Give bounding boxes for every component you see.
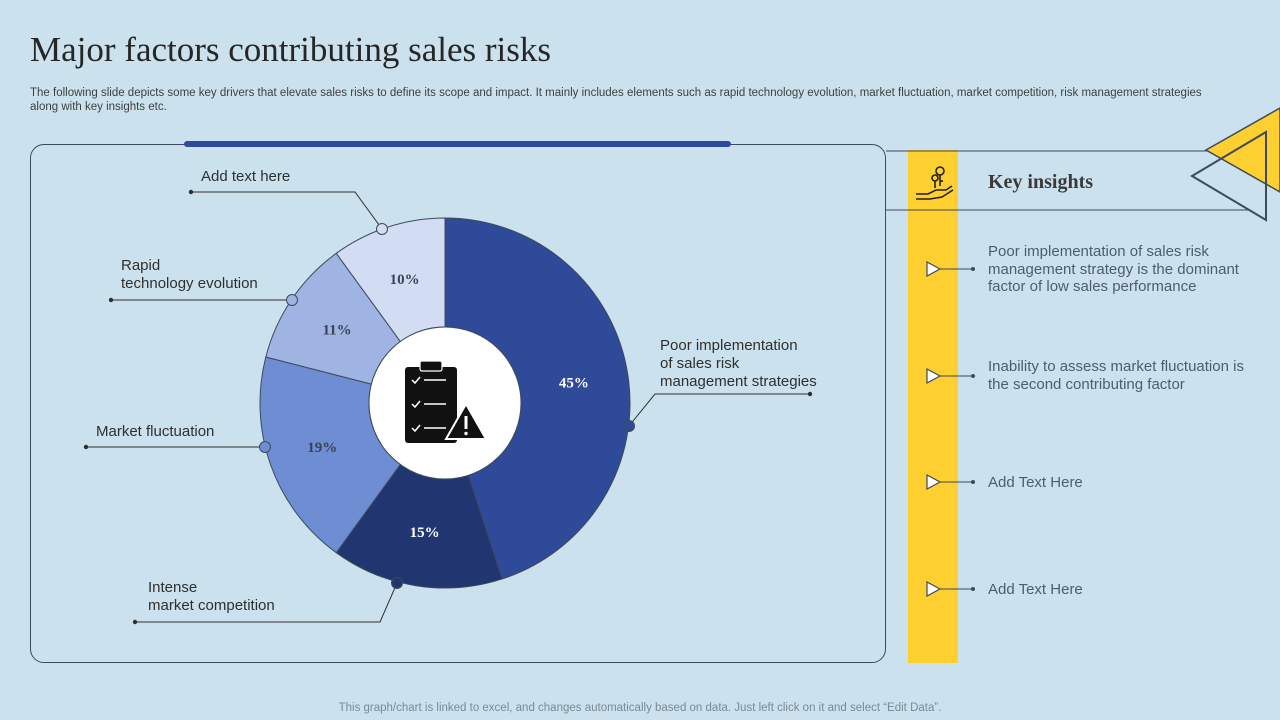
insight-item-4: Add Text Here: [988, 581, 1083, 598]
insight-bullet-icon: [926, 580, 975, 598]
annotation-add-text: Add text here: [201, 168, 291, 185]
anchor-technology: [286, 294, 298, 306]
insight-item-2: Inability to assess market fluctuation i…: [988, 358, 1244, 393]
clipboard-warning-icon: [405, 360, 488, 443]
donut-slice-label-2: 15%: [410, 525, 440, 541]
anchor-fluctuation: [259, 441, 271, 453]
decor-triangle-outline: [1190, 130, 1267, 222]
page-subtitle: The following slide depicts some key dri…: [30, 87, 1202, 113]
decor-triangle-filled: [1204, 107, 1280, 193]
donut-slice-label-1: 45%: [559, 376, 589, 392]
insights-heading: Key insights: [988, 171, 1094, 193]
hand-keys-icon: [916, 166, 954, 200]
donut-slice-label-4: 11%: [322, 323, 351, 339]
annotation-market-fluctuation: Market fluctuation: [96, 423, 215, 440]
insight-bullet-icon: [926, 367, 975, 385]
annotation-poor-implementation: Poor implementation of sales risk manage…: [660, 337, 817, 390]
insight-bullet-icon: [926, 473, 975, 491]
insight-bullets: [926, 260, 975, 598]
anchor-competition: [391, 577, 403, 589]
insight-bullet-icon: [926, 260, 975, 278]
insights-strip: [908, 150, 958, 663]
footer-note: This graph/chart is linked to excel, and…: [338, 702, 942, 714]
accent-bar: [184, 141, 731, 147]
anchor-add-text: [376, 223, 388, 235]
insight-item-3: Add Text Here: [988, 474, 1083, 491]
leader-end-dots: [83, 189, 813, 625]
donut-slice-label-5: 10%: [390, 272, 420, 288]
donut-slice-label-3: 19%: [307, 440, 337, 456]
annotation-technology-evolution: Rapid technology evolution: [121, 257, 258, 292]
page-title: Major factors contributing sales risks: [30, 30, 552, 69]
annotation-market-competition: Intense market competition: [148, 579, 275, 614]
anchor-poor-impl: [623, 420, 635, 432]
leader-lines: [86, 191, 810, 623]
insight-item-1: Poor implementation of sales risk manage…: [988, 243, 1239, 295]
